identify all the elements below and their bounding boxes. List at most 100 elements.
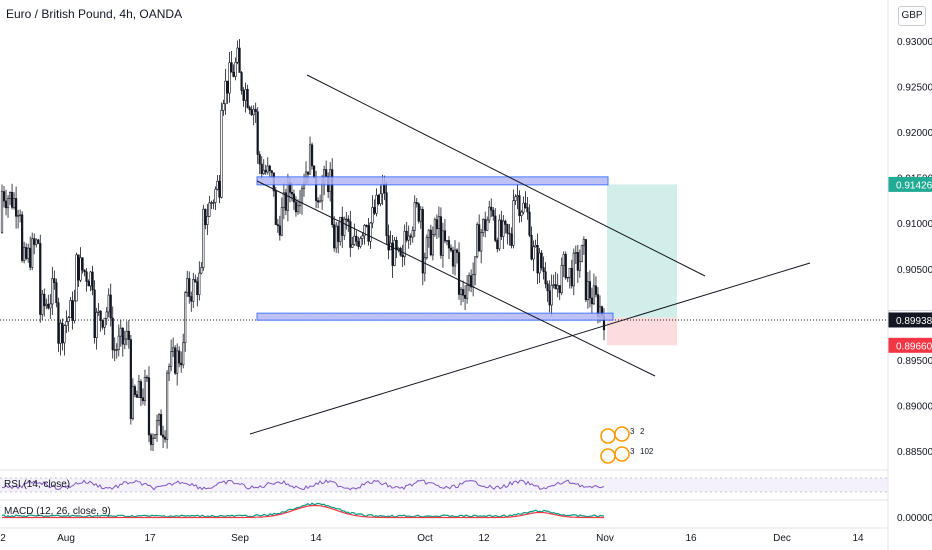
candle-body [59,322,62,344]
candle-body [27,247,30,259]
candle-body [47,303,50,309]
candle-body [39,243,42,315]
candle-body [234,61,237,77]
candle-body [584,239,587,301]
candle-body [274,190,277,225]
candle-body [294,201,298,213]
candle-body [51,278,54,305]
candle-body [61,322,64,344]
x-tick-label: 16 [685,533,697,544]
candle-body [566,276,569,279]
candle-body [355,235,358,242]
candle-body [254,108,257,113]
candle-body [514,196,517,202]
candle-body [317,200,320,203]
candle-body [117,335,120,350]
candle-body [335,225,338,249]
candle-body [63,325,66,344]
event-extra: 2 [640,427,645,436]
candle-body [395,239,398,250]
price-tag [888,337,932,353]
candle-body [45,303,48,307]
candle-body [87,281,90,287]
candle-body [123,338,126,345]
candle-body [578,261,581,271]
candle-body [564,254,567,279]
candle-body [574,252,577,254]
take-profit-zone [607,184,677,318]
candle-body [127,330,130,340]
y-tick-label: 0.90500 [897,265,932,276]
candle-body [530,234,533,260]
candle-body [443,230,447,242]
x-tick-label: 17 [144,533,156,544]
candle-body [133,386,136,395]
candle-body [67,317,70,322]
candle-body [246,89,249,108]
candle-body [174,347,177,374]
candle-body [520,211,523,217]
candle-body [21,214,24,261]
candle-body [91,271,94,291]
candle-body [101,320,104,328]
candle-body [107,294,110,313]
x-tick-label: 2 [0,533,6,544]
candle-body [590,297,594,305]
candle-body [186,278,189,293]
candle-body [536,244,539,274]
candle-body [240,72,243,91]
candle-body [582,239,585,246]
candle-body [230,62,233,73]
candle-body [85,271,88,282]
x-tick-label: Oct [417,533,433,544]
candle-body [79,257,82,281]
candle-body [125,330,128,340]
candle-body [492,209,495,217]
candle-body [252,108,255,116]
candle-body [476,224,479,258]
candle-body [296,205,300,213]
candle-body [498,219,501,250]
candle-body [433,219,436,235]
candle-body [546,283,549,292]
candle-body [69,300,72,318]
candle-body [532,246,535,260]
candle-body [224,80,227,104]
candle-body [572,252,575,287]
macd-line [1,502,605,518]
macd-label[interactable]: MACD (12, 26, close, 9) [4,506,111,517]
candle-body [153,434,157,439]
x-tick-label: Aug [57,533,75,544]
candle-body [449,247,453,251]
candle-body [204,208,207,225]
currency-button[interactable]: GBP [898,6,926,26]
candle-body [401,254,404,258]
candle-body [14,198,18,217]
candle-body [278,225,281,236]
candle-body [461,289,465,296]
candle-body [131,386,134,419]
candle-body [97,310,100,313]
candle-body [457,252,461,295]
candle-body [129,339,132,419]
price-tag-label: 0.89660 [896,341,932,352]
candle-body [465,285,469,299]
candle-body [17,215,20,217]
candle-body [339,216,342,242]
candle-body [182,342,185,366]
macd-tick-label: 0.00000 [897,513,932,524]
candle-body [502,220,505,237]
candle-body [113,349,116,351]
ascending-trendline [249,262,811,435]
rsi-label[interactable]: RSI (14, close) [4,479,71,490]
candle-body [310,144,314,167]
price-tag [888,312,932,328]
candle-body [53,278,56,283]
candle-body [99,310,102,321]
candle-body [260,163,263,175]
descending-channel-top [306,74,706,277]
candle-body [65,321,68,326]
candle-body [413,202,416,231]
candle-body [570,267,573,287]
